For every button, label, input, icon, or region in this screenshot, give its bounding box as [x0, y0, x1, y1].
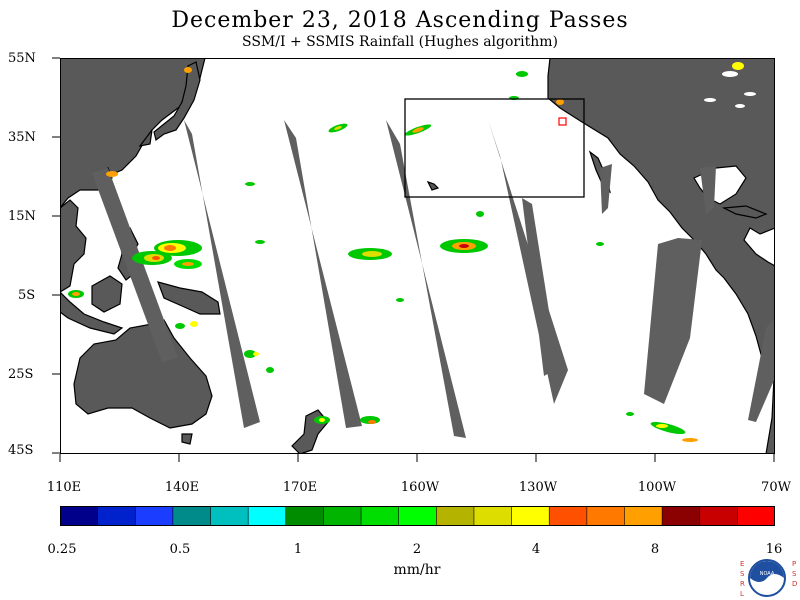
colorbar-label-4: 4 [531, 542, 541, 557]
lon-label-100w: 100W [637, 480, 677, 495]
colorbar-cell-13 [548, 506, 588, 526]
colorbar-cell-2 [134, 506, 174, 526]
lat-label-35n: 35N [8, 130, 36, 145]
land-kamchatka [138, 129, 153, 147]
swath-9 [700, 166, 716, 214]
colorbar-cell-17 [699, 506, 739, 526]
colorbar-cell-6 [285, 506, 325, 526]
map-subtitle: SSM/I + SSMIS Rainfall (Hughes algorithm… [242, 34, 558, 50]
land-japan [153, 61, 201, 142]
colorbar-label-6: 16 [765, 542, 783, 557]
land-stations [704, 71, 756, 108]
land-hawaii [426, 180, 440, 191]
swath-7 [644, 238, 702, 404]
colorbar-cell-3 [172, 506, 212, 526]
colorbar-cell-10 [436, 506, 475, 526]
land-cuba [721, 205, 768, 219]
colorbar-label-2: 1 [293, 542, 303, 557]
lon-label-160w: 160W [400, 480, 440, 495]
land-tasmania [181, 433, 193, 445]
colorbar-cell-11 [473, 506, 513, 526]
swath-8 [748, 318, 775, 422]
colorbar-cell-12 [511, 506, 551, 526]
swath-6 [600, 164, 612, 214]
colorbar-cell-1 [97, 506, 137, 526]
swath-5b [522, 198, 558, 376]
rainfall-map [60, 58, 775, 454]
logo-right-text-p: P [792, 560, 796, 568]
logo-bird-icon [750, 561, 784, 582]
lat-label-25s: 25S [8, 367, 34, 382]
colorbar-cell-18 [737, 506, 775, 526]
marker-square [558, 117, 567, 126]
land-masses [60, 58, 775, 454]
logo-left-text-r: R [740, 580, 745, 588]
lat-label-5s: 5S [18, 288, 36, 303]
colorbar-cell-14 [586, 506, 626, 526]
rain-cell-central-pacific [348, 239, 488, 260]
land-new-guinea [157, 281, 221, 315]
land-sumatra-java [60, 291, 124, 335]
lat-label-15n: 15N [8, 209, 36, 224]
colorbar-label-1: 0.5 [169, 542, 191, 557]
colorbar [60, 506, 775, 526]
lat-label-55n: 55N [8, 51, 36, 66]
lat-label-45s: 45S [8, 443, 34, 458]
colorbar-cell-15 [624, 506, 663, 526]
colorbar-label-0: 0.25 [47, 542, 77, 557]
swath-2 [184, 120, 260, 428]
colorbar-cell-5 [247, 506, 287, 526]
colorbar-cell-16 [661, 506, 701, 526]
colorbar-cell-8 [360, 506, 400, 526]
logo-left-text-s: S [740, 570, 745, 578]
rain-cell-misc [106, 62, 744, 327]
logo-left-text-e: E [740, 560, 744, 568]
region-box [404, 98, 585, 198]
noaa-logo: E S R L NOAA P S D [740, 559, 797, 598]
colorbar-cell-0 [60, 506, 99, 526]
colorbar-label-5: 8 [650, 542, 660, 557]
logo-right-text-s: S [792, 570, 797, 578]
swath-4 [386, 120, 466, 438]
rain-cell-australia-region [68, 290, 380, 424]
colorbar-units: mm/hr [393, 562, 441, 578]
lon-label-110e: 110E [46, 480, 82, 495]
map-title: December 23, 2018 Ascending Passes [171, 8, 629, 33]
land-north-america [547, 58, 775, 454]
logo-left-text-l: L [740, 590, 744, 598]
map-frame [60, 58, 775, 454]
rain-cell-w-pacific [132, 240, 202, 269]
lon-label-140e: 140E [164, 480, 200, 495]
swath-3 [284, 120, 362, 428]
rain-cell-n-pacific [245, 71, 528, 186]
lon-label-130w: 130W [518, 480, 558, 495]
rain-cells [68, 62, 744, 442]
land-borneo [91, 275, 123, 313]
rain-cell-s-pacific [626, 412, 698, 442]
land-australia [73, 319, 213, 429]
colorbar-cell-7 [323, 506, 362, 526]
logo-center-text: NOAA [760, 571, 775, 577]
logo-right-text-d: D [792, 580, 797, 588]
colorbar-cell-4 [210, 506, 249, 526]
no-data-swaths [92, 120, 775, 438]
land-indochina [60, 199, 87, 293]
colorbar-label-3: 2 [412, 542, 422, 557]
lon-label-170e: 170E [282, 480, 318, 495]
colorbar-cell-9 [398, 506, 438, 526]
lon-label-70w: 70W [761, 480, 791, 495]
swath-1 [92, 168, 178, 362]
colorbar-frame [60, 506, 775, 526]
